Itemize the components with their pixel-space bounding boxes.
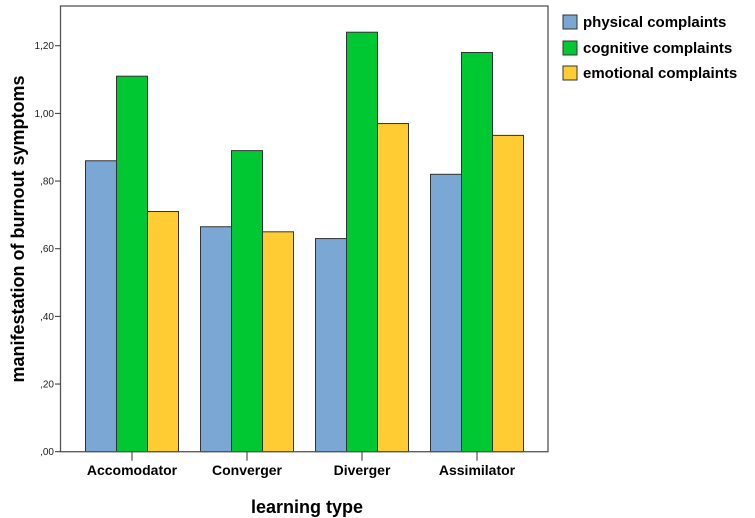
x-tick-label: Diverger	[334, 462, 391, 478]
legend-label: emotional complaints	[583, 65, 737, 82]
x-tick-label: Converger	[212, 462, 283, 478]
y-tick-label: ,40	[40, 312, 54, 323]
legend-label: physical complaints	[583, 14, 726, 31]
bars	[85, 31, 524, 453]
legend-swatch	[562, 14, 578, 30]
y-tick-label: 1,20	[35, 41, 55, 52]
bar-physical-complaints-assimilator	[430, 173, 462, 453]
plot-frame	[59, 5, 549, 453]
x-tick-label: Accomodator	[87, 462, 178, 478]
y-tick-label: ,20	[40, 380, 54, 391]
bar-physical-complaints-accomodator	[85, 160, 117, 453]
bar-emotional-complaints-converger	[262, 231, 294, 453]
x-tick-label: Assimilator	[439, 462, 516, 478]
bar-emotional-complaints-diverger	[377, 123, 409, 453]
y-tick-label: ,80	[40, 177, 54, 188]
y-axis: ,00 ,20 ,40 ,60 ,80 1,00 1,20	[35, 41, 61, 458]
bar-cognitive-complaints-assimilator	[461, 52, 493, 453]
y-axis-title: manifestation of burnout symptoms	[8, 75, 28, 382]
bar-physical-complaints-diverger	[315, 238, 347, 453]
bar-emotional-complaints-accomodator	[147, 211, 179, 453]
legend-swatch	[562, 40, 578, 56]
legend-swatch	[562, 65, 578, 81]
legend-label: cognitive complaints	[583, 40, 732, 57]
bar-cognitive-complaints-converger	[231, 150, 263, 453]
x-axis: Accomodator Converger Diverger Assimilator	[87, 451, 516, 478]
x-axis-title: learning type	[251, 497, 363, 517]
bar-cognitive-complaints-accomodator	[116, 75, 148, 453]
y-tick-label: 1,00	[35, 109, 55, 120]
y-tick-label: ,00	[40, 447, 54, 458]
y-tick-label: ,60	[40, 244, 54, 255]
bar-emotional-complaints-assimilator	[492, 134, 524, 453]
bar-cognitive-complaints-diverger	[346, 31, 378, 453]
legend: physical complaints cognitive complaints e…	[562, 14, 737, 82]
bar-physical-complaints-converger	[200, 226, 232, 453]
